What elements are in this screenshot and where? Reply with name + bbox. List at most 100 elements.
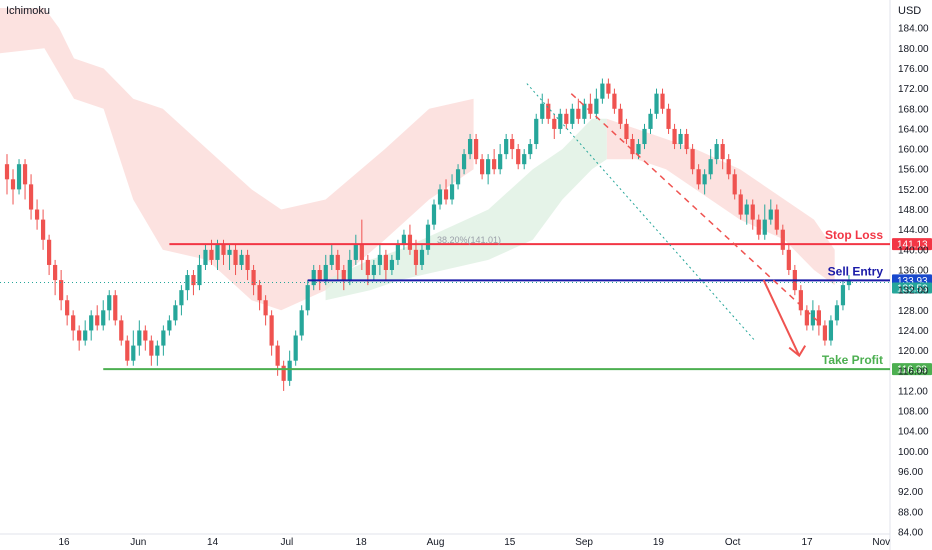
candle-body xyxy=(239,254,244,265)
candle-body xyxy=(732,174,737,195)
candle xyxy=(299,305,304,341)
candle xyxy=(377,244,382,276)
candle-body xyxy=(281,365,286,381)
candle xyxy=(690,144,695,175)
candle xyxy=(804,305,809,331)
candle xyxy=(810,300,815,331)
x-tick-label: 18 xyxy=(356,537,368,548)
candle xyxy=(732,169,737,200)
level-take-profit: Take Profit 116.33 xyxy=(103,353,932,376)
candle xyxy=(107,290,112,321)
candle xyxy=(840,280,846,311)
candle xyxy=(594,88,599,119)
candle-body xyxy=(359,244,364,260)
candle xyxy=(672,123,677,150)
candle-body xyxy=(744,204,749,215)
candle xyxy=(762,204,767,240)
candle xyxy=(786,244,791,276)
candle xyxy=(227,244,232,270)
y-tick-label: 136.00 xyxy=(898,266,929,277)
candle xyxy=(648,108,653,134)
candle xyxy=(137,320,142,356)
candle xyxy=(630,133,635,160)
candle-body xyxy=(714,144,719,160)
candle xyxy=(311,264,316,291)
forecast-arrow-shaft xyxy=(762,279,801,357)
y-tick-label: 108.00 xyxy=(898,407,929,418)
candle-body xyxy=(353,244,358,260)
candle xyxy=(16,159,22,195)
candle-body xyxy=(696,169,701,185)
candle-body xyxy=(522,154,527,165)
candle-body xyxy=(311,270,316,286)
candle xyxy=(528,139,533,160)
x-tick-label: Jul xyxy=(281,537,294,548)
candle xyxy=(83,320,88,346)
y-tick-label: 168.00 xyxy=(898,104,929,115)
y-tick-label: 184.00 xyxy=(898,24,929,35)
candle xyxy=(203,244,208,270)
trade-levels: Stop Loss 141.13 Sell Entry 133.93 Take Prof… xyxy=(0,228,932,376)
candle xyxy=(383,249,388,281)
candle-body xyxy=(155,345,160,356)
y-tick-label: 84.00 xyxy=(898,528,923,539)
time-axis[interactable]: 16 Jun 14 Jul 18 Aug 15 Sep 19 Oct 17 Nov xyxy=(58,537,890,548)
candle xyxy=(473,133,479,165)
price-axis[interactable]: 84.00 88.00 92.00 96.00 100.00 104.00 108.00 11… xyxy=(898,24,929,539)
x-tick-label: 19 xyxy=(653,537,665,548)
candle-body xyxy=(227,249,232,255)
candle-body xyxy=(786,249,791,270)
y-tick-label: 152.00 xyxy=(898,185,929,196)
candle-body xyxy=(804,310,809,326)
candle-body xyxy=(461,154,467,170)
y-tick-label: 180.00 xyxy=(898,44,929,55)
candle xyxy=(40,209,46,250)
candle xyxy=(443,179,449,205)
candle xyxy=(401,229,407,250)
candle-body xyxy=(528,144,533,155)
candle xyxy=(480,154,485,180)
candle-body xyxy=(419,249,425,265)
y-tick-label: 112.00 xyxy=(898,386,928,397)
candle xyxy=(768,199,773,225)
candle-body xyxy=(431,204,437,225)
candle-body xyxy=(449,184,455,200)
candle xyxy=(22,159,28,200)
candle xyxy=(263,295,268,326)
candle-body xyxy=(40,219,46,240)
candle xyxy=(233,244,238,276)
candle xyxy=(53,259,58,296)
candle-body xyxy=(287,360,292,381)
candle-body xyxy=(840,285,846,306)
candle-body xyxy=(299,310,304,336)
candle xyxy=(461,149,467,175)
candle-body xyxy=(660,93,665,109)
candle-body xyxy=(648,113,653,129)
trend-lines[interactable] xyxy=(526,83,818,358)
candle xyxy=(467,133,473,160)
candle xyxy=(678,128,683,150)
candle xyxy=(564,108,569,129)
candle-body xyxy=(263,300,268,316)
candle xyxy=(822,320,828,346)
candle-body xyxy=(197,264,202,286)
x-tick-label: Nov xyxy=(872,537,890,548)
candle-body xyxy=(329,254,334,265)
candle-body xyxy=(347,259,352,281)
candle xyxy=(10,169,16,205)
candle-body xyxy=(636,144,641,155)
candle-body xyxy=(612,93,617,109)
indicator-label: Ichimoku xyxy=(6,5,51,17)
candle xyxy=(347,249,352,286)
candle-body xyxy=(59,280,64,301)
y-tick-label: 116.00 xyxy=(898,366,928,377)
candle-body xyxy=(443,189,449,200)
level-badge-value: 133.93 xyxy=(897,276,928,287)
candle xyxy=(239,249,244,270)
candle-body xyxy=(486,159,491,175)
candle-body xyxy=(28,184,34,210)
candle-body xyxy=(149,340,154,356)
candle-body xyxy=(720,144,725,160)
candle xyxy=(510,133,515,160)
